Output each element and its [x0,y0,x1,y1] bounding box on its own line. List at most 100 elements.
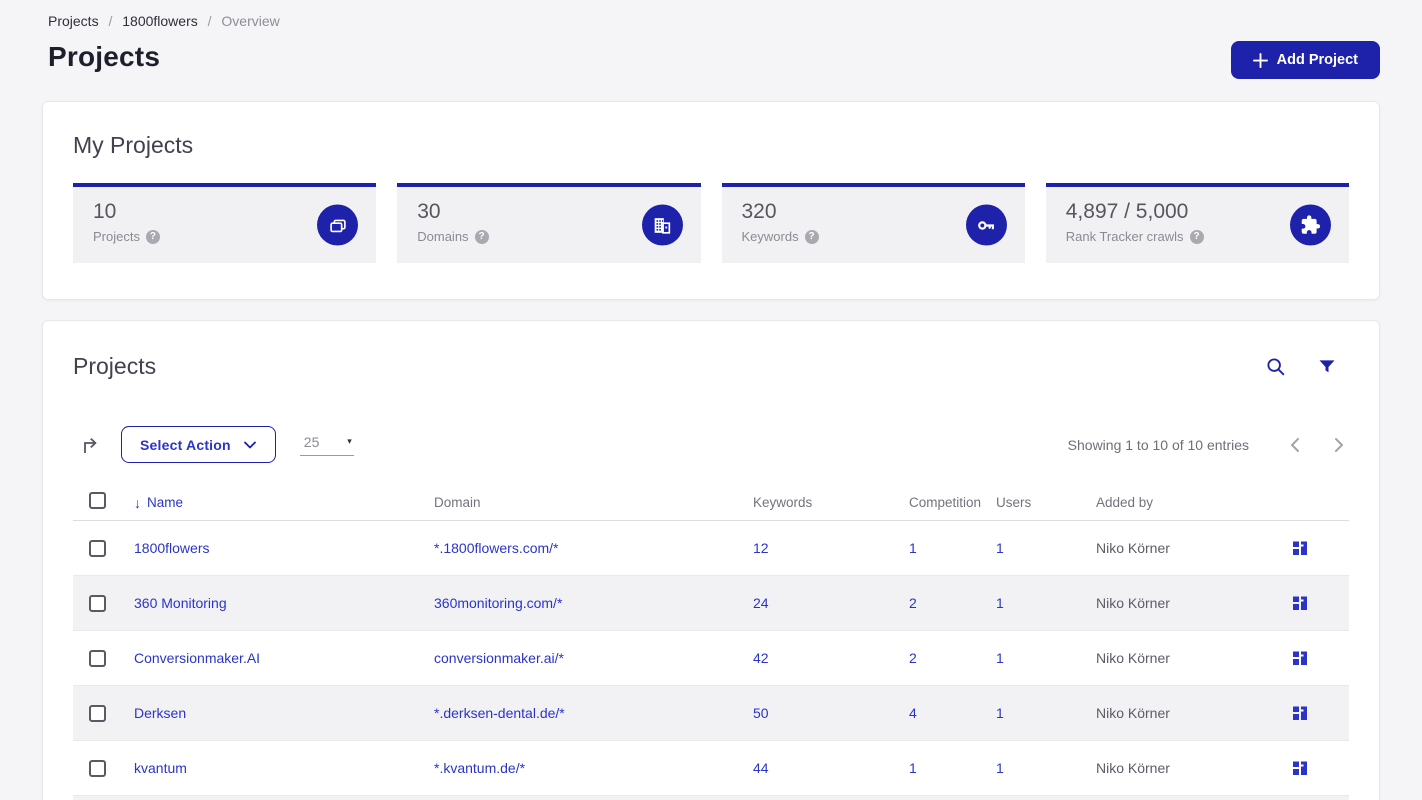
project-domain-link[interactable]: *.kvantum.de/* [434,760,526,776]
column-header-name-label: Name [147,495,184,510]
row-checkbox[interactable] [89,594,106,612]
users-count-link[interactable]: 1 [996,760,1004,776]
breadcrumb: Projects / 1800flowers / Overview [42,13,1380,29]
projects-list-heading: Projects [73,353,157,379]
column-header-keywords[interactable]: Keywords [753,495,813,510]
dashboard-icon[interactable] [1293,761,1349,776]
page-size-select[interactable]: 25 ▾ [299,433,354,456]
dashboard-icon[interactable] [1293,596,1349,611]
projects-list-card: Projects Select Action [42,320,1380,800]
domains-label: Domains [417,229,469,244]
help-icon[interactable]: ? [1189,229,1204,244]
select-action-label: Select Action [140,436,231,453]
row-checkbox[interactable] [89,539,106,557]
table-header-row: ↓ Name Domain Keywords Competition Users… [73,485,1349,521]
added-by-text: Niko Körner [1096,705,1170,721]
select-all-checkbox[interactable] [89,492,106,509]
puzzle-icon [1290,204,1331,246]
move-selection-icon[interactable] [79,434,101,456]
breadcrumb-projects[interactable]: Projects [48,13,99,29]
added-by-text: Niko Körner [1096,760,1170,776]
added-by-text: Niko Körner [1096,540,1170,556]
projects-copy-icon [317,204,359,246]
project-name-link[interactable]: Conversionmaker.AI [134,650,261,666]
dashboard-icon[interactable] [1293,706,1349,721]
breadcrumb-1800flowers[interactable]: 1800flowers [122,13,198,29]
competition-count-link[interactable]: 1 [909,760,917,776]
competition-count-link[interactable]: 2 [909,650,917,666]
stat-tile-domains: 30 Domains ? [397,183,701,263]
competition-count-link[interactable]: 2 [909,595,917,611]
key-icon [965,204,1007,246]
my-projects-heading: My Projects [73,132,194,158]
keywords-label: Keywords [741,229,799,244]
building-icon [641,204,683,246]
sort-desc-icon: ↓ [134,494,141,511]
project-domain-link[interactable]: *.derksen-dental.de/* [434,705,565,721]
column-header-name[interactable]: ↓ Name [134,495,434,511]
stat-tiles: 10 Projects ? 30 Domains ? [73,183,1349,263]
column-header-domain[interactable]: Domain [434,495,481,510]
rank-tracker-crawls-count: 4,897 / 5,000 [1065,200,1189,223]
project-domain-link[interactable]: 360monitoring.com/* [434,595,563,611]
table-row-360-monitoring: 360 Monitoring 360monitoring.com/* 24 2 … [73,576,1349,631]
keywords-count-link[interactable]: 50 [753,705,769,721]
users-count-link[interactable]: 1 [996,595,1004,611]
next-page-icon[interactable] [1333,437,1345,453]
page-header: Projects Add Project [42,41,1380,79]
users-count-link[interactable]: 1 [996,540,1004,556]
row-checkbox[interactable] [89,759,106,777]
project-name-link[interactable]: kvantum [134,760,187,776]
added-by-text: Niko Körner [1096,595,1170,611]
breadcrumb-separator: / [108,13,113,29]
competition-count-link[interactable]: 1 [909,540,917,556]
row-checkbox[interactable] [89,649,106,667]
domains-count: 30 [417,200,441,223]
breadcrumb-overview: Overview [221,13,280,29]
competition-count-link[interactable]: 4 [909,705,917,721]
project-name-link[interactable]: 360 Monitoring [134,595,227,611]
keywords-count-link[interactable]: 44 [753,760,769,776]
project-name-link[interactable]: 1800flowers [134,540,210,556]
stat-tile-projects: 10 Projects ? [73,183,377,263]
select-action-dropdown[interactable]: Select Action [121,426,276,463]
chevron-down-icon [243,440,257,450]
keywords-count-link[interactable]: 12 [753,540,769,556]
keywords-count-link[interactable]: 24 [753,595,769,611]
users-count-link[interactable]: 1 [996,705,1004,721]
table-toolbar: Select Action 25 ▾ Showing 1 to 10 of 10… [73,426,1349,463]
add-project-button[interactable]: Add Project [1230,41,1380,79]
users-count-link[interactable]: 1 [996,650,1004,666]
table-row-kvantum: kvantum *.kvantum.de/* 44 1 1 Niko Körne… [73,741,1349,796]
column-header-added-by[interactable]: Added by [1096,495,1154,510]
plus-icon [1252,52,1268,68]
help-icon[interactable]: ? [474,229,489,244]
my-projects-card: My Projects 10 Projects ? 30 Doma [42,101,1380,300]
table-row-conversionmaker: Conversionmaker.AI conversionmaker.ai/* … [73,631,1349,686]
previous-page-icon[interactable] [1289,437,1301,453]
keywords-count-link[interactable]: 42 [753,650,769,666]
column-header-users[interactable]: Users [996,495,1032,510]
column-header-competition[interactable]: Competition [909,495,982,510]
help-icon[interactable]: ? [145,229,160,244]
filter-icon[interactable] [1317,357,1337,377]
rank-tracker-crawls-label: Rank Tracker crawls [1065,229,1184,244]
pagination [1289,437,1345,453]
stat-tile-rank-tracker-crawls: 4,897 / 5,000 Rank Tracker crawls ? [1045,183,1349,263]
caret-down-icon: ▾ [347,436,352,446]
dashboard-icon[interactable] [1293,541,1349,556]
page-title: Projects [48,41,161,72]
project-name-link[interactable]: Derksen [134,705,187,721]
project-domain-link[interactable]: conversionmaker.ai/* [434,650,564,666]
add-project-label: Add Project [1276,52,1358,68]
dashboard-icon[interactable] [1293,651,1349,666]
stat-tile-keywords: 320 Keywords ? [721,183,1025,263]
help-icon[interactable]: ? [804,229,819,244]
table-row-partial [73,796,1349,800]
table-row-derksen: Derksen *.derksen-dental.de/* 50 4 1 Nik… [73,686,1349,741]
project-domain-link[interactable]: *.1800flowers.com/* [434,540,559,556]
search-icon[interactable] [1265,356,1287,378]
row-checkbox[interactable] [89,704,106,722]
page-size-value: 25 [303,433,320,450]
